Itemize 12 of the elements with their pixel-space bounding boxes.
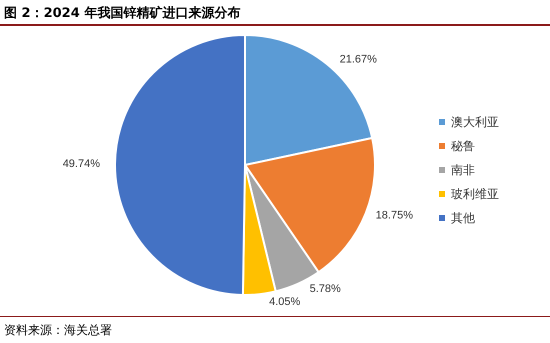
legend-label: 玻利维亚 <box>451 187 499 201</box>
data-label: 18.75% <box>376 209 414 222</box>
chart-title: 图 2：2024 年我国锌精矿进口来源分布 <box>4 4 240 22</box>
legend-label: 其他 <box>451 211 475 225</box>
data-label: 21.67% <box>340 53 378 66</box>
legend-label: 澳大利亚 <box>451 115 499 129</box>
data-label: 49.74% <box>62 158 100 170</box>
data-label: 4.05% <box>269 296 301 308</box>
data-label: 5.78% <box>310 283 341 296</box>
legend-label: 秘鲁 <box>451 139 475 153</box>
text: 资料来源：海关总署 <box>4 322 112 339</box>
legend-label: 南非 <box>451 163 475 177</box>
